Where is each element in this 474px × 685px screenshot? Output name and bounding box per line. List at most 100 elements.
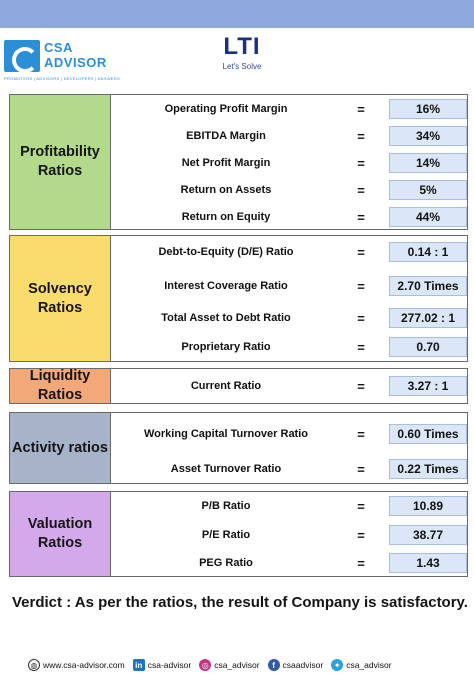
section-liquidity: Liquidity Ratios Current Ratio = 3.27 : 1 xyxy=(9,368,468,404)
ratio-label: EBITDA Margin xyxy=(186,130,266,142)
twitter-link[interactable]: ✦ csa_advisor xyxy=(331,659,392,671)
section-valuation: Valuation Ratios P/B Ratio = 10.89 P/E Rat… xyxy=(9,491,468,577)
ratio-value: 277.02 : 1 xyxy=(389,308,467,328)
ratio-label: Operating Profit Margin xyxy=(164,103,288,115)
category-name: Liquidity Ratios xyxy=(29,368,91,403)
linkedin-text: csa-advisor xyxy=(147,660,192,670)
equals-sign: = xyxy=(357,310,365,326)
equals-sign: = xyxy=(357,339,365,355)
facebook-icon: f xyxy=(267,659,280,671)
equals-sign: = xyxy=(357,101,365,117)
website-text: www.csa-advisor.com xyxy=(43,660,125,670)
ratio-value: 0.14 : 1 xyxy=(389,242,467,262)
section-profitability: Profitability Ratios Operating Profit Ma… xyxy=(9,94,468,230)
equals-sign: = xyxy=(357,378,365,394)
ratio-value: 16% xyxy=(389,99,467,119)
category-name: Solvency Ratios xyxy=(28,280,92,316)
category-name: Valuation Ratios xyxy=(27,516,93,551)
globe-icon: ◍ xyxy=(28,659,40,671)
facebook-text: csaadvisor xyxy=(282,660,324,670)
category-label: Liquidity Ratios xyxy=(10,368,111,403)
ratio-value: 2.70 Times xyxy=(389,276,467,296)
instagram-icon: ◎ xyxy=(199,659,212,671)
linkedin-icon: in xyxy=(132,659,145,671)
csa-logo-icon xyxy=(4,40,40,73)
ratio-label: PEG Ratio xyxy=(199,557,253,569)
ratio-label: Net Profit Margin xyxy=(181,157,271,169)
instagram-link[interactable]: ◎ csa_advisor xyxy=(199,659,260,671)
verdict-text: Verdict : As per the ratios, the result … xyxy=(12,594,468,611)
table-row: Net Profit Margin = 14% xyxy=(111,151,467,175)
category-name: Activity ratios xyxy=(12,439,108,456)
website-link[interactable]: ◍ www.csa-advisor.com xyxy=(28,659,125,671)
equals-sign: = xyxy=(357,128,365,144)
table-row: P/B Ratio = 10.89 xyxy=(111,494,467,518)
ratio-label: Asset Turnover Ratio xyxy=(170,463,282,475)
equals-sign: = xyxy=(357,555,365,571)
table-row: Proprietary Ratio = 0.70 xyxy=(111,334,467,360)
header: CSA ADVISOR PROMOTERS | ADVISORS | DEVEL… xyxy=(0,28,474,90)
table-row: Current Ratio = 3.27 : 1 xyxy=(111,373,467,399)
footer-social-links: ◍ www.csa-advisor.com in csa-advisor ◎ csa_… xyxy=(28,656,468,674)
section-activity: Activity ratios Working Capital Turnover… xyxy=(9,412,468,484)
equals-sign: = xyxy=(357,426,365,442)
equals-sign: = xyxy=(357,209,365,225)
csa-name-line2: ADVISOR xyxy=(44,55,107,70)
table-row: Debt-to-Equity (D/E) Ratio = 0.14 : 1 xyxy=(111,238,467,266)
lti-tagline: Let's Solve xyxy=(222,62,262,71)
facebook-link[interactable]: f csaadvisor xyxy=(267,659,324,671)
ratio-value: 0.70 xyxy=(389,337,467,357)
linkedin-link[interactable]: in csa-advisor xyxy=(132,659,192,671)
equals-sign: = xyxy=(357,182,365,198)
ratio-label: Interest Coverage Ratio xyxy=(164,280,288,292)
ratio-label: Debt-to-Equity (D/E) Ratio xyxy=(158,246,294,258)
ratio-label: P/B Ratio xyxy=(201,500,251,512)
table-row: P/E Ratio = 38.77 xyxy=(111,523,467,547)
equals-sign: = xyxy=(357,498,365,514)
ratio-value: 3.27 : 1 xyxy=(389,376,467,396)
table-row: Return on Equity = 44% xyxy=(111,205,467,229)
lti-mark: LTI xyxy=(223,33,261,60)
csa-tagline: PROMOTERS | ADVISORS | DEVELOPERS | ANSW… xyxy=(4,76,121,81)
ratio-label: Proprietary Ratio xyxy=(181,341,271,353)
ratio-value: 14% xyxy=(389,153,467,173)
table-row: PEG Ratio = 1.43 xyxy=(111,551,467,575)
ratio-value: 34% xyxy=(389,126,467,146)
table-row: Operating Profit Margin = 16% xyxy=(111,97,467,121)
csa-name-line1: CSA xyxy=(44,40,73,55)
table-row: Asset Turnover Ratio = 0.22 Times xyxy=(111,457,467,481)
table-row: Working Capital Turnover Ratio = 0.60 Time… xyxy=(111,421,467,447)
ratio-value: 5% xyxy=(389,180,467,200)
category-label: Solvency Ratios xyxy=(10,236,111,361)
equals-sign: = xyxy=(357,244,365,260)
ratio-label: Return on Equity xyxy=(181,211,271,223)
ratio-value: 38.77 xyxy=(389,525,467,545)
category-label: Valuation Ratios xyxy=(10,492,111,576)
table-row: Return on Assets = 5% xyxy=(111,178,467,202)
csa-advisor-logo: CSA ADVISOR PROMOTERS | ADVISORS | DEVEL… xyxy=(4,36,124,88)
ratio-label: Current Ratio xyxy=(190,380,262,392)
twitter-text: csa_advisor xyxy=(346,660,392,670)
ratio-label: Total Asset to Debt Ratio xyxy=(161,312,291,324)
ratio-value: 1.43 xyxy=(389,553,467,573)
ratio-value: 44% xyxy=(389,207,467,227)
section-solvency: Solvency Ratios Debt-to-Equity (D/E) Rat… xyxy=(9,235,468,362)
table-row: Interest Coverage Ratio = 2.70 Times xyxy=(111,272,467,300)
table-row: EBITDA Margin = 34% xyxy=(111,124,467,148)
ratio-value: 0.60 Times xyxy=(389,424,467,444)
equals-sign: = xyxy=(357,461,365,477)
equals-sign: = xyxy=(357,527,365,543)
lti-logo: LTI Let's Solve xyxy=(212,33,272,72)
ratio-value: 0.22 Times xyxy=(389,459,467,479)
category-name: Profitability Ratios xyxy=(20,144,100,179)
instagram-text: csa_advisor xyxy=(214,660,260,670)
table-row: Total Asset to Debt Ratio = 277.02 : 1 xyxy=(111,304,467,332)
top-color-bar xyxy=(0,0,474,28)
category-label: Activity ratios xyxy=(10,413,111,483)
ratio-label: Working Capital Turnover Ratio xyxy=(144,428,308,440)
ratio-value: 10.89 xyxy=(389,496,467,516)
equals-sign: = xyxy=(357,278,365,294)
ratio-label: Return on Assets xyxy=(180,184,272,196)
ratio-label: P/E Ratio xyxy=(201,529,251,541)
category-label: Profitability Ratios xyxy=(10,95,111,229)
